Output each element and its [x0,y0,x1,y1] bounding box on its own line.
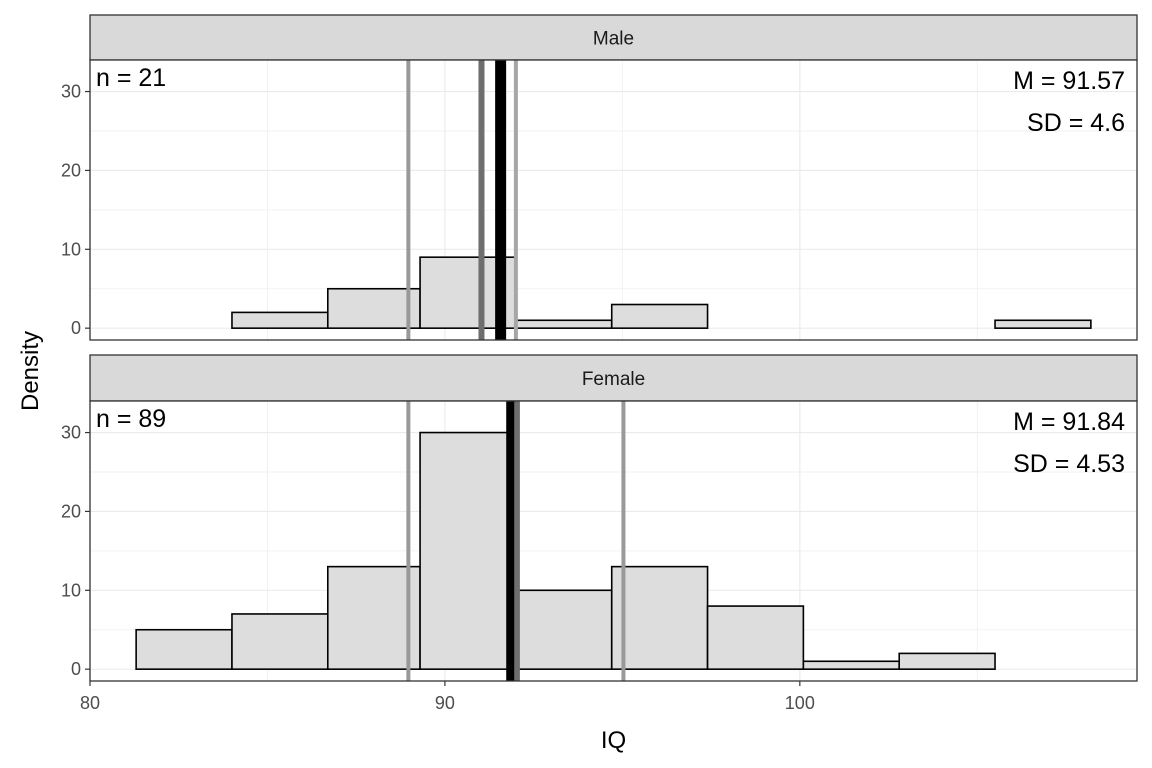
sd-label: SD = 4.53 [1013,450,1125,478]
y-tick-label: 10 [61,239,81,259]
y-tick-label: 20 [61,160,81,180]
facet-strip-label: Male [593,29,634,50]
mean-label: M = 91.84 [1013,408,1125,436]
histogram-bar [898,652,996,670]
n-label: n = 21 [96,64,166,92]
histogram-bar [610,303,709,329]
facet-strip [89,14,1138,61]
mean-label: M = 91.57 [1013,67,1125,95]
histogram-bar [135,628,233,670]
facet-strip [89,354,1138,402]
histogram-bar [231,613,329,670]
histogram-bar [231,311,329,329]
panel-border [89,400,1138,682]
x-tick-label: 80 [80,693,100,713]
n-label: n = 89 [96,405,166,433]
histogram-bar [802,660,901,670]
panel-border [89,59,1138,341]
x-tick-label: 100 [785,693,815,713]
y-tick-label: 30 [61,423,81,443]
histogram-bar [994,319,1092,329]
panel-background [90,60,1137,340]
histogram-bar [515,319,613,329]
histogram-bar [706,605,805,670]
y-tick-label: 30 [61,82,81,102]
x-axis-title: IQ [601,727,626,754]
histogram-bar [610,565,709,670]
y-tick-label: 0 [71,659,81,679]
histogram-bar [515,589,613,670]
sd-label: SD = 4.6 [1027,109,1125,137]
histogram-bar [326,565,421,670]
facet-strip-label: Female [582,369,645,390]
x-tick-label: 90 [435,693,455,713]
histogram-bar [419,431,517,670]
y-tick-label: 0 [71,318,81,338]
y-tick-label: 10 [61,580,81,600]
y-tick-label: 20 [61,501,81,521]
histogram-bar [326,287,421,329]
y-axis-title: Density [17,331,44,411]
